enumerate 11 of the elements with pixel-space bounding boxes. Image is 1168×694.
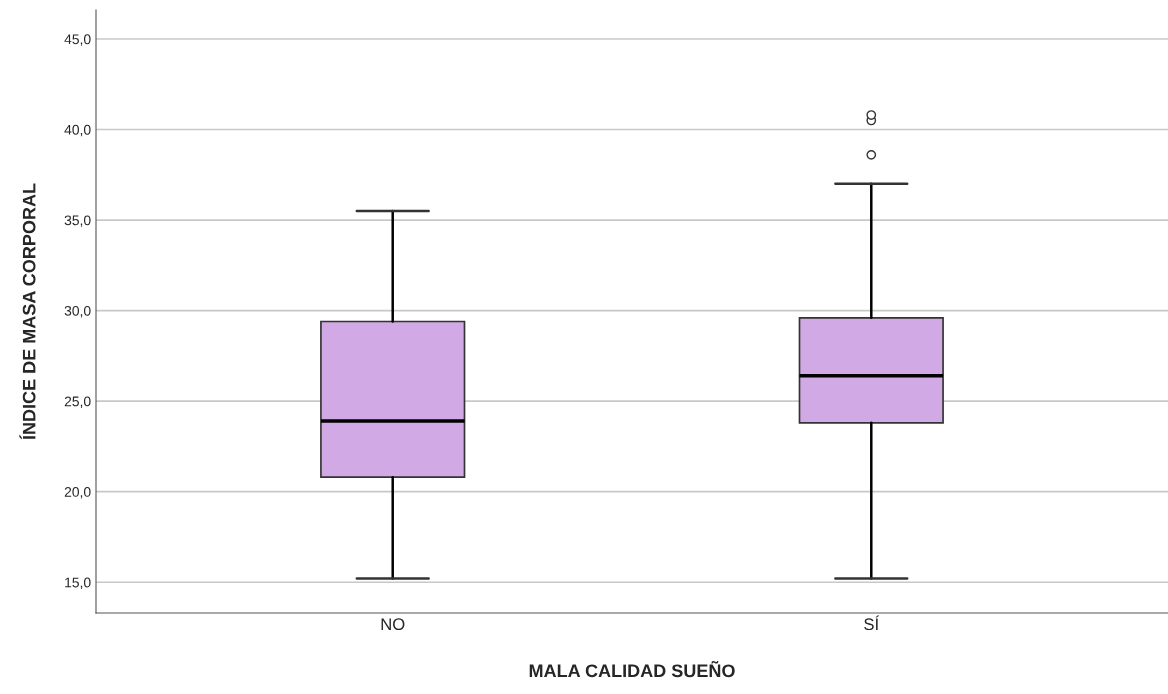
- y-tick-label: 20,0: [64, 487, 91, 499]
- x-tick-label: NO: [381, 618, 405, 631]
- y-tick-label: 35,0: [64, 215, 91, 227]
- y-axis-title: ÍNDICE DE MASA CORPORAL: [19, 183, 36, 440]
- x-axis-title: MALA CALIDAD SUEÑO: [529, 660, 735, 678]
- y-tick-label: 25,0: [64, 396, 91, 408]
- y-tick-label: 40,0: [64, 124, 91, 137]
- x-tick-label: SÍ: [864, 615, 880, 631]
- y-tick-label: 30,0: [64, 305, 91, 318]
- y-tick-label: 15,0: [65, 577, 91, 590]
- y-tick-label: 45,0: [64, 34, 91, 46]
